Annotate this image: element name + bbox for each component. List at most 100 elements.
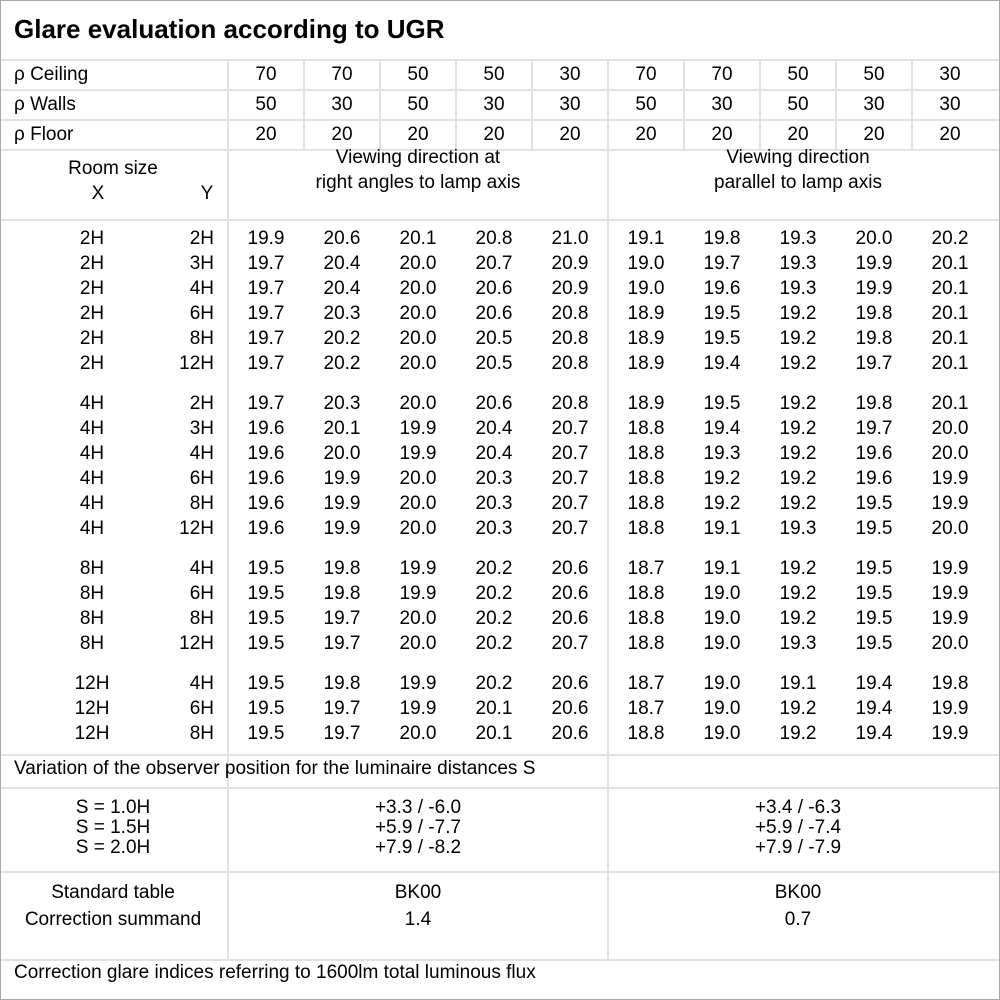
reflectance-value: 20 bbox=[407, 124, 429, 145]
ugr-value: 19.2 bbox=[779, 468, 817, 489]
ugr-value: 20.8 bbox=[551, 303, 589, 324]
room-y: 6H bbox=[189, 698, 214, 719]
ugr-value: 19.4 bbox=[703, 353, 741, 374]
ugr-value: 18.8 bbox=[627, 493, 665, 514]
divider bbox=[1, 959, 999, 961]
reflectance-value: 30 bbox=[559, 94, 581, 115]
correction-perpendicular: 1.4 bbox=[404, 909, 432, 930]
reflectance-label: ρ Floor bbox=[14, 124, 74, 145]
ugr-value: 20.0 bbox=[323, 443, 361, 464]
ugr-value: 19.9 bbox=[855, 278, 893, 299]
ugr-value: 19.8 bbox=[323, 583, 361, 604]
divider bbox=[1, 119, 999, 121]
ugr-value: 19.5 bbox=[855, 558, 893, 579]
ugr-value: 20.6 bbox=[551, 583, 589, 604]
ugr-value: 19.5 bbox=[855, 493, 893, 514]
reflectance-value: 20 bbox=[255, 124, 277, 145]
room-size-label: Room size bbox=[68, 158, 158, 179]
ugr-value: 19.5 bbox=[247, 608, 285, 629]
divider bbox=[1, 754, 999, 756]
room-x: 12H bbox=[74, 673, 110, 694]
ugr-value: 20.0 bbox=[399, 278, 437, 299]
ugr-value: 18.9 bbox=[627, 328, 665, 349]
ugr-value: 20.1 bbox=[931, 278, 969, 299]
ugr-value: 19.6 bbox=[247, 493, 285, 514]
ugr-value: 19.9 bbox=[931, 723, 969, 744]
reflectance-value: 50 bbox=[787, 94, 809, 115]
reflectance-value: 30 bbox=[559, 64, 581, 85]
ugr-value: 19.7 bbox=[247, 303, 285, 324]
ugr-value: 20.6 bbox=[551, 698, 589, 719]
divider bbox=[455, 60, 457, 150]
footer-note: Correction glare indices referring to 16… bbox=[14, 962, 536, 983]
reflectance-value: 20 bbox=[939, 124, 961, 145]
ugr-value: 20.2 bbox=[323, 328, 361, 349]
ugr-value: 19.9 bbox=[399, 698, 437, 719]
room-y: 6H bbox=[189, 583, 214, 604]
ugr-value: 20.0 bbox=[399, 353, 437, 374]
room-y: 3H bbox=[189, 418, 214, 439]
ugr-value: 20.6 bbox=[551, 723, 589, 744]
reflectance-label: ρ Ceiling bbox=[14, 64, 89, 85]
room-x: 2H bbox=[79, 353, 105, 374]
divider bbox=[911, 60, 913, 150]
ugr-value: 19.8 bbox=[703, 228, 741, 249]
ugr-value: 19.1 bbox=[627, 228, 665, 249]
ugr-value: 20.2 bbox=[475, 558, 513, 579]
ugr-value: 20.0 bbox=[399, 468, 437, 489]
viewing-direction-perpendicular: right angles to lamp axis bbox=[315, 172, 521, 193]
viewing-direction-parallel: parallel to lamp axis bbox=[714, 172, 882, 193]
ugr-value: 19.2 bbox=[703, 468, 741, 489]
ugr-value: 20.8 bbox=[551, 353, 589, 374]
ugr-value: 19.3 bbox=[779, 633, 817, 654]
ugr-value: 19.9 bbox=[855, 253, 893, 274]
distance-label: S = 1.5H bbox=[75, 817, 151, 838]
ugr-value: 20.7 bbox=[551, 633, 589, 654]
ugr-value: 20.4 bbox=[475, 418, 513, 439]
ugr-value: 18.8 bbox=[627, 468, 665, 489]
ugr-value: 19.3 bbox=[779, 278, 817, 299]
ugr-value: 19.3 bbox=[703, 443, 741, 464]
reflectance-value: 30 bbox=[939, 64, 961, 85]
ugr-value: 19.6 bbox=[247, 468, 285, 489]
ugr-value: 20.6 bbox=[551, 558, 589, 579]
divider bbox=[1, 89, 999, 91]
ugr-value: 19.9 bbox=[399, 558, 437, 579]
ugr-value: 19.6 bbox=[247, 443, 285, 464]
room-x: 8H bbox=[79, 583, 105, 604]
reflectance-value: 50 bbox=[635, 94, 657, 115]
ugr-value: 19.9 bbox=[931, 493, 969, 514]
ugr-value: 20.2 bbox=[475, 608, 513, 629]
divider bbox=[683, 60, 685, 150]
divider bbox=[835, 60, 837, 150]
reflectance-value: 30 bbox=[331, 94, 353, 115]
ugr-value: 21.0 bbox=[551, 228, 589, 249]
ugr-value: 20.6 bbox=[551, 673, 589, 694]
ugr-value: 19.8 bbox=[855, 393, 893, 414]
room-x: 4H bbox=[79, 468, 105, 489]
reflectance-value: 20 bbox=[711, 124, 733, 145]
room-x: 4H bbox=[79, 518, 105, 539]
ugr-value: 19.9 bbox=[399, 443, 437, 464]
ugr-value: 19.6 bbox=[247, 418, 285, 439]
reflectance-value: 20 bbox=[559, 124, 581, 145]
ugr-value: 19.0 bbox=[703, 673, 741, 694]
room-y: 6H bbox=[189, 303, 214, 324]
ugr-value: 19.9 bbox=[931, 583, 969, 604]
ugr-value: 18.7 bbox=[627, 698, 665, 719]
page-title: Glare evaluation according to UGR bbox=[14, 14, 445, 44]
ugr-value: 20.1 bbox=[931, 393, 969, 414]
ugr-value: 19.6 bbox=[247, 518, 285, 539]
room-y: 12H bbox=[179, 353, 214, 374]
ugr-value: 19.0 bbox=[703, 698, 741, 719]
distance-label: S = 2.0H bbox=[75, 837, 151, 858]
room-y: 4H bbox=[189, 278, 214, 299]
reflectance-value: 70 bbox=[255, 64, 277, 85]
divider bbox=[531, 60, 533, 150]
ugr-value: 20.1 bbox=[399, 228, 437, 249]
reflectance-value: 50 bbox=[255, 94, 277, 115]
ugr-value: 19.8 bbox=[323, 673, 361, 694]
viewing-direction-parallel: Viewing direction bbox=[726, 147, 870, 168]
ugr-value: 20.7 bbox=[551, 468, 589, 489]
ugr-value: 19.4 bbox=[855, 723, 893, 744]
